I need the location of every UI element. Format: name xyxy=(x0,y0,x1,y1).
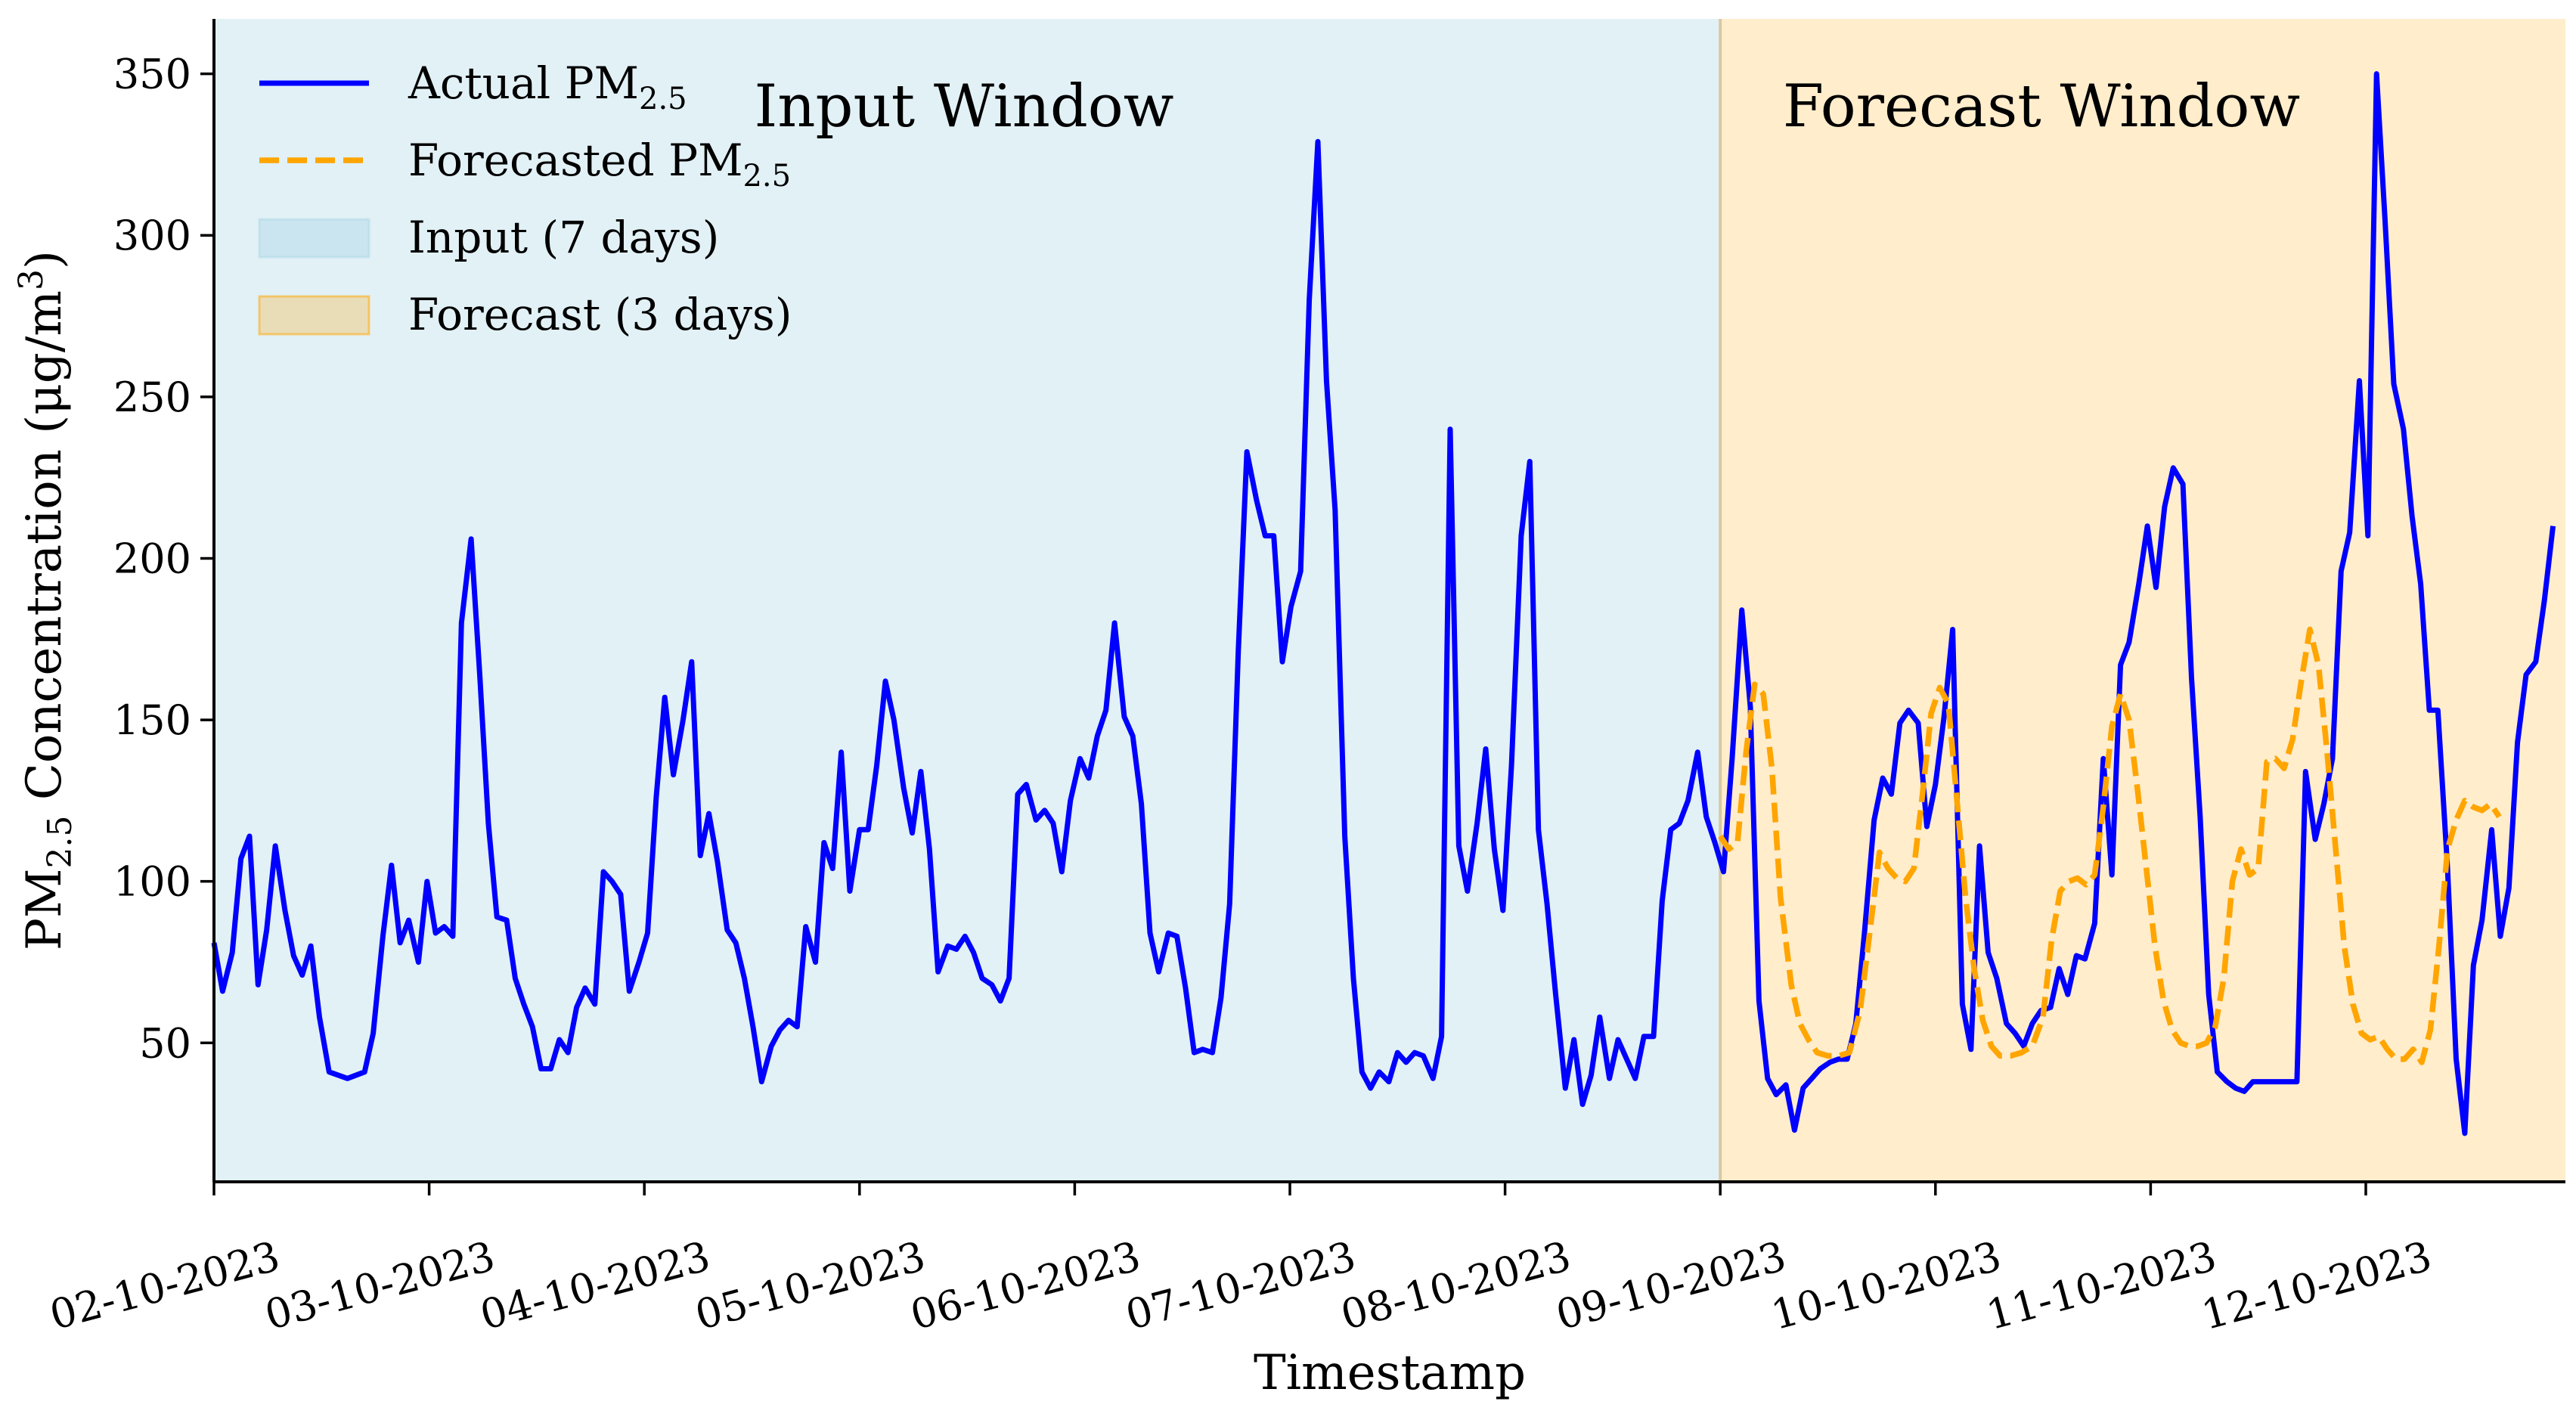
x-tick-label: 07-10-2023 xyxy=(1121,1232,1360,1339)
y-tick-label: 200 xyxy=(113,535,191,582)
x-tick-label: 08-10-2023 xyxy=(1336,1232,1576,1339)
x-tick-label: 12-10-2023 xyxy=(2196,1232,2436,1339)
y-tick-label: 250 xyxy=(113,374,191,421)
legend-swatch-forecast-region xyxy=(258,295,370,336)
forecast-window-label: Forecast Window xyxy=(1783,73,2300,141)
x-tick-label: 10-10-2023 xyxy=(1766,1232,2006,1339)
legend: Actual PM2.5 Forecasted PM2.5 Input (7 day… xyxy=(258,57,792,340)
labels-layer: Timestamp PM2.5 Concentration (μg/m3) Inpu… xyxy=(12,73,2300,1401)
legend-swatch-input xyxy=(258,218,370,259)
x-axis-label: Timestamp xyxy=(1254,1345,1526,1401)
y-axis-label: PM2.5 Concentration (μg/m3) xyxy=(12,250,79,950)
x-tick-label: 04-10-2023 xyxy=(476,1232,715,1339)
x-tick-label: 11-10-2023 xyxy=(1982,1232,2221,1339)
y-tick-label: 100 xyxy=(113,858,191,906)
input-window-label: Input Window xyxy=(755,73,1174,141)
actual-pm25-line xyxy=(211,71,2556,1136)
region-shading-layer xyxy=(214,19,2565,1182)
x-tick-label: 02-10-2023 xyxy=(45,1232,284,1339)
y-tick-label: 350 xyxy=(113,51,191,98)
legend-label-4: Forecast (3 days) xyxy=(408,289,792,340)
x-tick-label: 03-10-2023 xyxy=(260,1232,500,1339)
y-tick-label: 150 xyxy=(113,696,191,744)
series-layer xyxy=(211,71,2556,1136)
region-input xyxy=(214,19,1721,1182)
forecast-pm25-line xyxy=(1718,626,2502,1065)
legend-label-3: Input (7 days) xyxy=(408,212,719,263)
y-tick-label: 300 xyxy=(113,212,191,259)
x-tick-label: 09-10-2023 xyxy=(1551,1232,1791,1339)
y-tick-label: 50 xyxy=(139,1019,191,1067)
x-tick-label: 06-10-2023 xyxy=(906,1232,1145,1339)
legend-label-2: Forecasted PM2.5 xyxy=(408,135,791,194)
legend-label-1: Actual PM2.5 xyxy=(408,57,687,116)
x-tick-label: 05-10-2023 xyxy=(690,1232,930,1339)
region-forecast xyxy=(1720,19,2565,1182)
